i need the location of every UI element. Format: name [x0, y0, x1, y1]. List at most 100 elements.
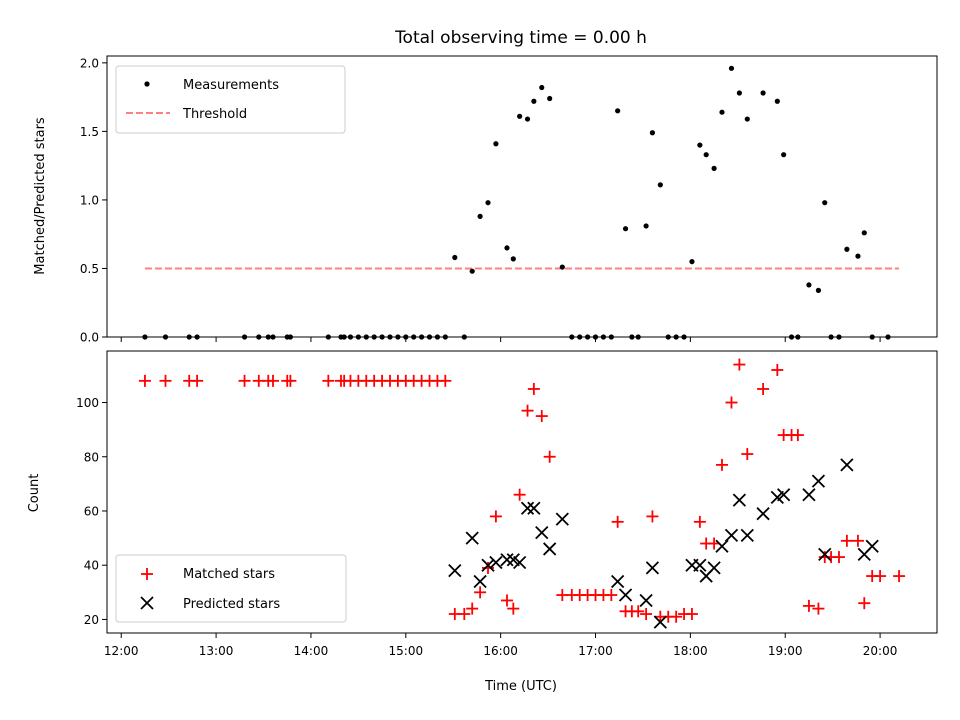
matched-star-point	[238, 374, 251, 387]
matched-star-point	[757, 382, 770, 395]
predicted-star-point	[555, 512, 569, 526]
predicted-star-point	[818, 547, 832, 562]
matched-star-point	[474, 586, 487, 599]
matched-star-point	[812, 602, 825, 615]
measurement-point	[728, 65, 735, 71]
top-y-tick-label: 2.0	[80, 56, 99, 70]
predicted-star-point	[465, 531, 479, 545]
chart-title: Total observing time = 0.00 h	[394, 28, 647, 48]
predicted-star-point	[489, 555, 503, 570]
measurement-point	[600, 334, 607, 340]
matched-star-point	[741, 448, 754, 461]
predicted-star-point	[520, 501, 535, 515]
measurement-point	[869, 334, 875, 340]
measurement-point	[461, 334, 467, 340]
predicted-star-point	[645, 561, 660, 575]
predicted-star-point	[639, 593, 653, 608]
matched-star-point	[840, 534, 853, 547]
measurement-point	[371, 334, 377, 340]
matched-star-point	[284, 374, 297, 387]
measurement-point	[452, 254, 458, 261]
matched-star-point	[733, 358, 746, 371]
measurement-point	[774, 98, 780, 104]
measurement-point	[608, 334, 614, 340]
measurement-point	[186, 334, 192, 340]
measurement-point	[569, 334, 575, 340]
measurement-point	[615, 108, 621, 114]
legend-predicted-marker	[140, 596, 154, 610]
x-tick-label: 12:00	[104, 644, 139, 658]
x-tick-label: 19:00	[768, 644, 803, 658]
measurement-point	[760, 90, 766, 96]
measurement-point	[485, 200, 491, 206]
matched-star-point	[802, 599, 815, 612]
measurement-points	[142, 65, 891, 340]
measurement-point	[142, 334, 148, 340]
bottom-y-tick-label: 80	[84, 450, 99, 464]
predicted-star-point	[500, 553, 514, 567]
measurement-point	[885, 334, 891, 340]
matched-star-point	[458, 608, 471, 621]
measurement-point	[287, 334, 293, 340]
measurement-point	[781, 152, 787, 158]
measurement-point	[836, 334, 842, 340]
matched-star-point	[521, 404, 534, 417]
predicted-star-point	[811, 474, 826, 488]
measurement-point	[719, 109, 725, 115]
legend-measurements-label: Measurements	[183, 78, 279, 93]
measurement-point	[265, 334, 271, 340]
measurement-point	[194, 334, 200, 340]
measurement-point	[828, 334, 834, 340]
measurement-point	[657, 182, 663, 188]
bottom-legend: Matched stars Predicted stars	[115, 554, 347, 623]
measurement-point	[681, 334, 687, 340]
measurement-point	[795, 334, 801, 340]
measurement-point	[241, 334, 248, 340]
measurement-point	[325, 334, 331, 340]
measurement-point	[403, 334, 409, 340]
measurement-point	[822, 200, 828, 206]
matched-star-point	[500, 594, 513, 607]
matched-star-point	[670, 610, 683, 623]
x-tick-label: 18:00	[673, 644, 708, 658]
matched-star-point	[507, 602, 520, 615]
predicted-star-point	[724, 528, 739, 543]
x-tick-label: 13:00	[199, 644, 234, 658]
measurement-point	[577, 334, 583, 340]
measurement-point	[469, 268, 475, 274]
top-axes-frame	[106, 55, 938, 338]
measurement-point	[736, 90, 742, 96]
measurement-point	[547, 95, 553, 102]
measurement-point	[689, 259, 695, 265]
matched-star-point	[543, 450, 556, 463]
bottom-y-ticks: 20 40 60 80 100	[76, 396, 107, 627]
predicted-star-point	[535, 526, 549, 540]
legend-matched-marker	[141, 568, 153, 580]
top-legend: Measurements Threshold	[115, 65, 346, 134]
bottom-y-tick-label: 20	[84, 613, 99, 627]
measurement-point	[592, 334, 599, 340]
measurement-point	[387, 334, 393, 340]
measurement-point	[806, 282, 812, 288]
matched-star-point	[715, 458, 728, 471]
measurement-point	[635, 334, 641, 340]
bottom-axes-frame	[106, 350, 938, 634]
matched-star-point	[191, 374, 204, 387]
measurement-point	[355, 334, 361, 340]
predicted-star-point	[756, 507, 770, 521]
matched-star-point	[322, 374, 335, 387]
legend-predicted-label: Predicted stars	[183, 597, 280, 612]
matched-star-point	[640, 608, 653, 621]
predicted-star-point	[693, 558, 707, 572]
measurement-point	[622, 226, 629, 232]
matched-star-point	[693, 515, 706, 528]
predicted-star-point	[865, 539, 879, 553]
matched-star-point	[527, 382, 540, 395]
predicted-star-point	[840, 458, 854, 472]
measurement-point	[493, 141, 499, 147]
measurement-point	[426, 334, 433, 340]
matched-star-point	[858, 597, 871, 610]
measurement-point	[419, 334, 425, 340]
matched-star-point	[874, 570, 887, 583]
